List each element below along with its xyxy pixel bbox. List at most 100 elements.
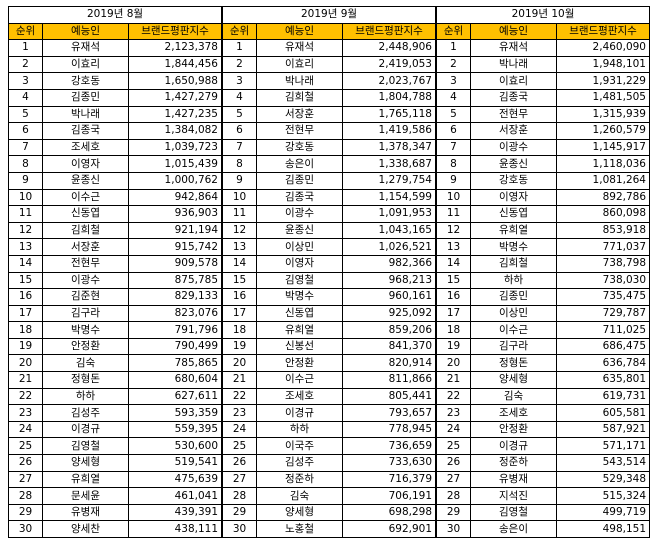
name-cell: 김숙	[42, 354, 129, 373]
table-row: 8 이영자 1,015,439	[8, 155, 222, 173]
index-value-cell: 778,945	[342, 420, 436, 439]
rank-cell: 20	[8, 354, 43, 373]
name-cell: 유재석	[470, 39, 557, 57]
rank-cell: 22	[436, 387, 471, 406]
index-value-cell: 1,427,235	[128, 105, 222, 124]
rank-cell: 17	[8, 304, 43, 323]
table-row: 23 조세호 605,581	[436, 404, 650, 422]
header-index: 브랜드평판지수	[556, 22, 650, 41]
index-value-cell: 1,091,953	[342, 205, 436, 223]
index-value-cell: 805,441	[342, 387, 436, 406]
index-value-cell: 519,541	[128, 454, 222, 472]
name-cell: 유재석	[42, 39, 129, 57]
index-value-cell: 1,043,165	[342, 221, 436, 240]
name-cell: 이영자	[42, 155, 129, 173]
rank-cell: 16	[222, 288, 257, 306]
table-row: 8 윤종신 1,118,036	[436, 155, 650, 173]
table-row: 30 송은이 498,151	[436, 520, 650, 538]
index-value-cell: 692,901	[342, 520, 436, 538]
name-cell: 전현무	[470, 105, 557, 124]
rank-cell: 3	[436, 72, 471, 90]
month-title-row: 2019년 10월	[436, 6, 650, 24]
rank-cell: 12	[8, 221, 43, 240]
name-cell: 전현무	[42, 254, 129, 273]
index-value-cell: 925,092	[342, 304, 436, 323]
rank-cell: 29	[222, 503, 257, 522]
rank-cell: 26	[8, 454, 43, 472]
name-cell: 김종민	[256, 171, 343, 190]
table-row: 29 유병재 439,391	[8, 503, 222, 522]
table-row: 19 신봉선 841,370	[222, 337, 436, 356]
table-row: 5 박나래 1,427,235	[8, 105, 222, 124]
table-row: 9 김종민 1,279,754	[222, 171, 436, 190]
name-cell: 전현무	[256, 122, 343, 140]
index-value-cell: 738,798	[556, 254, 650, 273]
index-value-cell: 1,039,723	[128, 138, 222, 157]
table-row: 12 김희철 921,194	[8, 221, 222, 240]
index-value-cell: 1,384,082	[128, 122, 222, 140]
name-cell: 유병재	[470, 470, 557, 489]
name-cell: 이상민	[256, 238, 343, 256]
table-row: 20 김숙 785,865	[8, 354, 222, 373]
index-value-cell: 1,000,762	[128, 171, 222, 190]
table-row: 28 김숙 706,191	[222, 487, 436, 505]
name-cell: 김희철	[470, 254, 557, 273]
rank-cell: 8	[222, 155, 257, 173]
index-value-cell: 1,026,521	[342, 238, 436, 256]
name-cell: 하하	[470, 271, 557, 290]
rank-cell: 6	[436, 122, 471, 140]
rank-cell: 18	[8, 321, 43, 339]
name-cell: 강호동	[42, 72, 129, 90]
rank-cell: 23	[436, 404, 471, 422]
table-row: 19 안정환 790,499	[8, 337, 222, 356]
rank-cell: 18	[222, 321, 257, 339]
name-cell: 신동엽	[256, 304, 343, 323]
name-cell: 김성주	[256, 454, 343, 472]
index-value-cell: 892,786	[556, 188, 650, 207]
rank-cell: 28	[222, 487, 257, 505]
rank-cell: 20	[222, 354, 257, 373]
name-cell: 서장훈	[470, 122, 557, 140]
name-cell: 송은이	[470, 520, 557, 538]
name-cell: 박명수	[256, 288, 343, 306]
index-value-cell: 982,366	[342, 254, 436, 273]
rank-cell: 1	[436, 39, 471, 57]
rank-cell: 7	[436, 138, 471, 157]
name-cell: 이효리	[256, 55, 343, 74]
index-value-cell: 593,359	[128, 404, 222, 422]
name-cell: 문세윤	[42, 487, 129, 505]
index-value-cell: 1,804,788	[342, 88, 436, 107]
rank-cell: 1	[8, 39, 43, 57]
index-value-cell: 1,931,229	[556, 72, 650, 90]
table-row: 9 강호동 1,081,264	[436, 171, 650, 190]
name-cell: 신동엽	[42, 205, 129, 223]
table-row: 16 김종민 735,475	[436, 288, 650, 306]
table-row: 7 이광수 1,145,917	[436, 138, 650, 157]
rank-cell: 19	[436, 337, 471, 356]
table-row: 3 박나래 2,023,767	[222, 72, 436, 90]
table-row: 13 이상민 1,026,521	[222, 238, 436, 256]
index-value-cell: 686,475	[556, 337, 650, 356]
name-cell: 유희열	[256, 321, 343, 339]
rank-cell: 24	[436, 420, 471, 439]
name-cell: 이수근	[42, 188, 129, 207]
header-rank: 순위	[436, 22, 471, 41]
rank-cell: 5	[8, 105, 43, 124]
rank-cell: 2	[436, 55, 471, 74]
rank-cell: 10	[222, 188, 257, 207]
name-cell: 강호동	[256, 138, 343, 157]
name-cell: 윤종신	[42, 171, 129, 190]
name-cell: 안정환	[42, 337, 129, 356]
index-value-cell: 1,948,101	[556, 55, 650, 74]
table-row: 26 양세형 519,541	[8, 454, 222, 472]
name-cell: 서장훈	[256, 105, 343, 124]
name-cell: 이영자	[470, 188, 557, 207]
name-cell: 윤종신	[470, 155, 557, 173]
name-cell: 조세호	[256, 387, 343, 406]
name-cell: 이경규	[42, 420, 129, 439]
table-row: 11 신동엽 860,098	[436, 205, 650, 223]
index-value-cell: 559,395	[128, 420, 222, 439]
table-row: 3 이효리 1,931,229	[436, 72, 650, 90]
name-cell: 김영철	[256, 271, 343, 290]
table-row: 21 이수근 811,866	[222, 371, 436, 389]
